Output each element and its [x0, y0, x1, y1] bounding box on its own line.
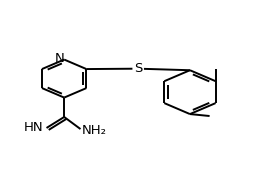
Text: HN: HN	[24, 121, 43, 134]
Text: N: N	[54, 52, 64, 65]
Text: NH₂: NH₂	[82, 124, 107, 137]
Text: S: S	[134, 62, 142, 75]
